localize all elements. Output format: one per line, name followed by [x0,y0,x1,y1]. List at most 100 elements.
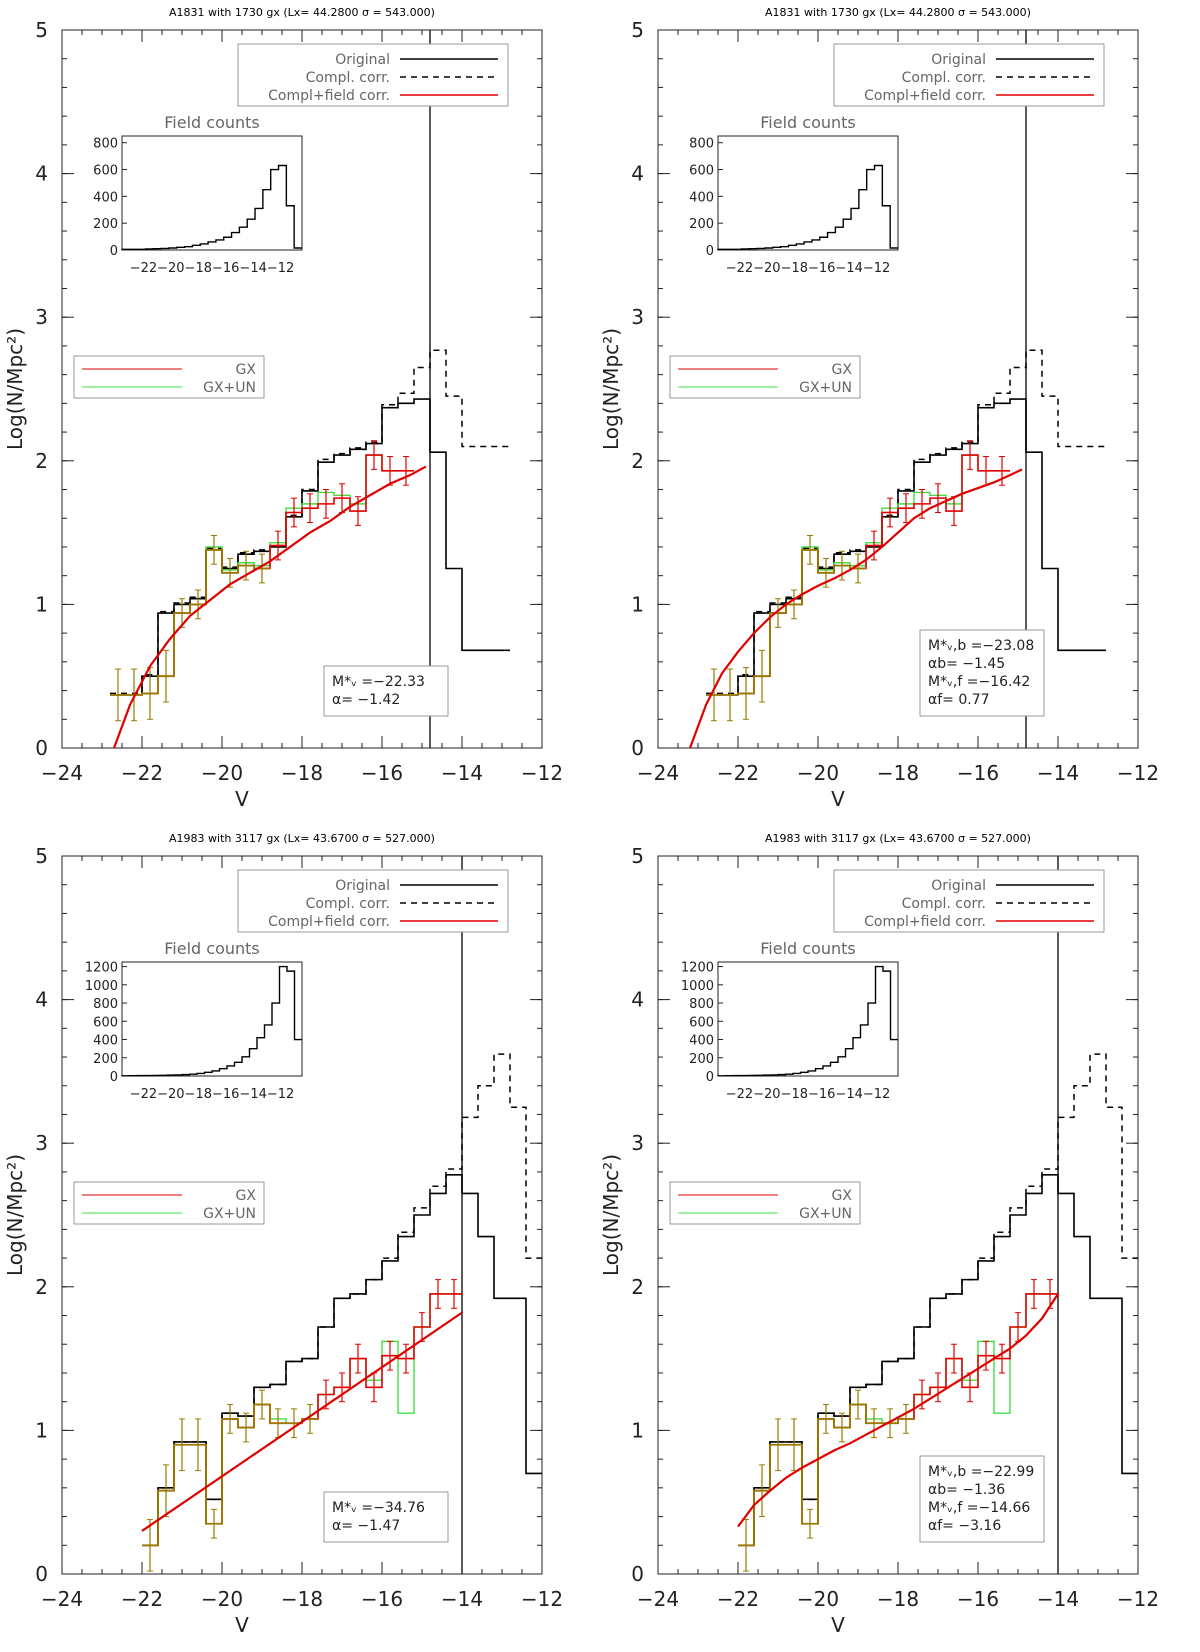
legend-left-box [73,355,265,399]
x-tick-label: −18 [877,1587,919,1611]
x-tick-label: −16 [361,761,403,785]
inset-x-tick-labels: −22−20−18−16−14−12 [130,1087,295,1102]
inset-title: Field counts [164,113,260,132]
fit-parameter-label: M*ᵥ,f =−16.42 [928,674,1030,690]
fit-parameter-box [919,1455,1045,1543]
inset-y-tick-label: 1000 [85,979,118,994]
completeness-corrected-histogram [706,349,1106,695]
fit-parameter-label: M*ᵥ,b =−23.08 [928,638,1034,654]
x-axis-label: V [831,1613,845,1637]
y-tick-label: 2 [631,449,644,473]
y-tick-label: 1 [35,592,48,616]
inset-y-tick-label: 200 [689,1052,714,1067]
inset-title: Field counts [760,113,856,132]
inset-frame [717,961,899,1077]
chart-panel-1: A1831 with 1730 gx (Lx= 44.2800 σ = 543.… [3,6,563,811]
chart-panel-3: A1983 with 3117 gx (Lx= 43.6700 σ = 527.… [3,832,563,1637]
schechter-fit-curve [688,468,1023,748]
x-tick-label: −24 [41,1587,83,1611]
y-axis-label: Log(N/Mpc²) [599,328,623,450]
x-tick-label: −18 [281,1587,323,1611]
y-tick-label: 1 [35,1418,48,1442]
inset-y-tick-label: 600 [689,1015,714,1030]
inset-frame [717,135,899,251]
legend-top-label: Compl+field corr. [268,88,390,104]
y-tick-label: 1 [631,1418,644,1442]
chart-panel-4: A1983 with 3117 gx (Lx= 43.6700 σ = 527.… [599,832,1159,1637]
y-tick-label: 5 [35,844,48,868]
completeness-corrected-histogram [142,1053,542,1547]
inset-y-tick-label: 1200 [85,961,118,976]
legend-left-label: GX [832,362,853,378]
plot-area [737,1053,1138,1572]
x-tick-label: −14 [441,761,483,785]
inset-y-tick-label: 400 [93,1034,118,1049]
x-tick-label: −18 [281,761,323,785]
inset-y-tick-label: 200 [689,217,714,232]
chart-title: A1831 with 1730 gx (Lx= 44.2800 σ = 543.… [765,6,1031,19]
legend-left-box [669,1181,861,1225]
x-tick-label: −24 [637,1587,679,1611]
schechter-fit-curve [141,1311,463,1532]
inset-y-tick-label: 1200 [681,961,714,976]
inset-y-tick-label: 0 [110,1070,118,1085]
x-tick-label: −22 [121,1587,163,1611]
y-tick-label: 0 [631,736,644,760]
y-axis-label: Log(N/Mpc²) [3,1154,27,1276]
x-tick-label: −16 [957,1587,999,1611]
inset-y-tick-label: 600 [689,164,714,179]
x-tick-label: −12 [1117,761,1159,785]
legend-top-label: Compl+field corr. [864,88,986,104]
chart-title: A1831 with 1730 gx (Lx= 44.2800 σ = 543.… [169,6,435,19]
fit-parameter-label: M*ᵥ =−34.76 [332,1500,425,1516]
fit-parameter-label: αb= −1.36 [928,1482,1005,1498]
plot-area [141,1053,542,1572]
legend-left-label: GX+UN [203,1206,256,1222]
legend-top-label: Original [931,878,986,894]
inset-x-tick-labels: −22−20−18−16−14−12 [726,261,891,276]
x-tick-label: −22 [717,761,759,785]
inset-x-tick-labels: −22−20−18−16−14−12 [726,1087,891,1102]
y-tick-label: 3 [631,1131,644,1155]
y-tick-label: 3 [631,305,644,329]
fit-parameter-box [323,665,449,717]
inset-x-tick-labels: −22−20−18−16−14−12 [130,261,295,276]
inset-y-tick-label: 600 [93,1015,118,1030]
inset-histogram [121,965,302,1077]
y-tick-label: 5 [631,18,644,42]
inset-y-tick-label: 1000 [681,979,714,994]
inset-y-tick-label: 0 [110,244,118,259]
fit-parameter-label: M*ᵥ,b =−22.99 [928,1464,1034,1480]
chart-title: A1983 with 3117 gx (Lx= 43.6700 σ = 527.… [765,832,1031,845]
x-tick-label: −20 [201,1587,243,1611]
inset-title: Field counts [164,939,260,958]
inset-y-tick-label: 600 [93,164,118,179]
legend-top-label: Compl. corr. [306,70,390,86]
x-tick-label: −20 [797,761,839,785]
chart-panel-2: A1831 with 1730 gx (Lx= 44.2800 σ = 543.… [599,6,1159,811]
fit-parameter-box [323,1491,449,1543]
inset-y-tick-label: 800 [93,137,118,152]
x-tick-label: −14 [1037,761,1079,785]
fit-parameter-label: M*ᵥ,f =−14.66 [928,1500,1030,1516]
inset-y-tick-label: 0 [706,244,714,259]
completeness-corrected-histogram [110,349,510,695]
y-tick-label: 3 [35,1131,48,1155]
legend-left-label: GX [832,1188,853,1204]
y-tick-label: 0 [631,1562,644,1586]
y-tick-label: 5 [631,844,644,868]
y-tick-label: 5 [35,18,48,42]
inset-histogram [717,965,898,1077]
inset-frame [121,961,303,1077]
fit-parameter-label: αf= −3.16 [928,1518,1001,1534]
x-tick-label: −18 [877,761,919,785]
y-axis-label: Log(N/Mpc²) [3,328,27,450]
inset-y-tick-label: 400 [689,190,714,205]
y-tick-label: 2 [35,449,48,473]
x-axis-label: V [831,787,845,811]
legend-left-box [669,355,861,399]
y-tick-label: 4 [35,162,48,186]
y-tick-label: 3 [35,305,48,329]
y-axis-label: Log(N/Mpc²) [599,1154,623,1276]
plot-area [688,349,1106,748]
